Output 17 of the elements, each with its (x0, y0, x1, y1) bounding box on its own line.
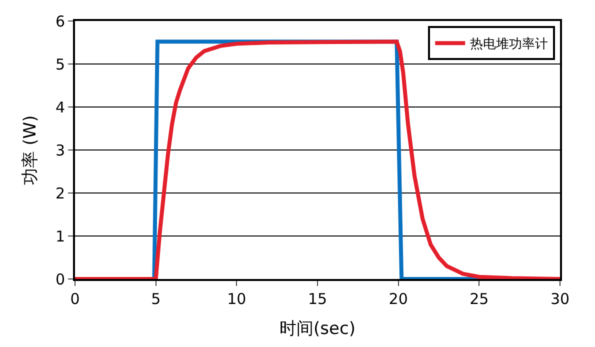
x-tick-label: 25 (470, 290, 489, 308)
x-tick-label: 5 (151, 290, 161, 308)
y-tick-label: 4 (55, 98, 65, 116)
x-tick-label: 15 (308, 290, 328, 308)
x-tick-label: 30 (550, 290, 570, 308)
legend-label: 热电堆功率计 (470, 36, 548, 52)
x-tick-label: 10 (227, 290, 246, 308)
y-tick-label: 0 (55, 270, 65, 288)
x-axis-title: 时间(sec) (280, 318, 356, 339)
y-tick-label: 3 (55, 141, 65, 160)
x-tick-label: 20 (388, 290, 408, 308)
x-tick-label: 0 (70, 290, 80, 308)
y-tick-label: 6 (55, 12, 65, 30)
y-tick-label: 1 (55, 227, 65, 246)
y-tick-label: 5 (55, 55, 65, 74)
y-axis-title: 功率 (W) (20, 115, 41, 185)
y-tick-label: 2 (55, 184, 65, 202)
